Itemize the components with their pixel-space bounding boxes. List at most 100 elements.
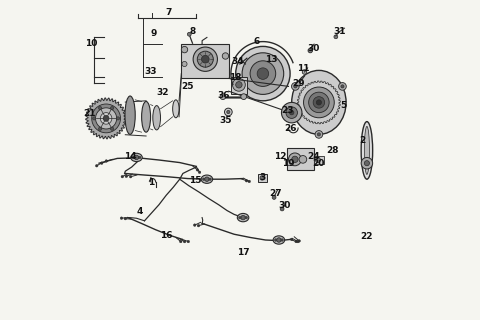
Circle shape: [290, 238, 292, 241]
Circle shape: [100, 162, 103, 164]
Text: 35: 35: [219, 116, 231, 125]
Text: 34: 34: [230, 57, 243, 66]
Circle shape: [224, 108, 232, 116]
Circle shape: [272, 196, 276, 199]
Circle shape: [232, 78, 245, 91]
Bar: [313, 156, 323, 164]
Circle shape: [96, 108, 117, 129]
Circle shape: [280, 239, 283, 241]
Circle shape: [291, 156, 298, 163]
Circle shape: [248, 180, 250, 183]
Text: 25: 25: [180, 82, 193, 91]
Circle shape: [294, 240, 297, 243]
Text: 32: 32: [156, 88, 169, 97]
Circle shape: [124, 217, 126, 220]
Circle shape: [315, 157, 320, 163]
Polygon shape: [85, 98, 126, 139]
Text: 9: 9: [151, 29, 157, 38]
Circle shape: [260, 176, 264, 180]
Circle shape: [314, 131, 322, 138]
Text: 3: 3: [259, 173, 265, 182]
Circle shape: [197, 51, 213, 67]
Circle shape: [193, 47, 217, 71]
Circle shape: [198, 171, 201, 173]
Bar: [230, 77, 246, 94]
Circle shape: [245, 180, 247, 182]
Bar: [181, 44, 228, 78]
Text: 26: 26: [284, 124, 296, 133]
Text: 6: 6: [253, 37, 259, 46]
Circle shape: [244, 216, 247, 219]
Text: 19: 19: [282, 159, 294, 168]
Circle shape: [299, 156, 306, 163]
Text: 31: 31: [333, 28, 345, 36]
Circle shape: [295, 82, 300, 86]
Circle shape: [363, 161, 369, 166]
Circle shape: [276, 238, 280, 242]
Ellipse shape: [172, 100, 179, 118]
Text: 16: 16: [160, 231, 172, 240]
Circle shape: [340, 85, 343, 88]
Ellipse shape: [141, 101, 150, 132]
Ellipse shape: [360, 122, 372, 179]
Circle shape: [285, 107, 297, 118]
Ellipse shape: [363, 126, 369, 174]
Text: 29: 29: [291, 79, 304, 88]
Circle shape: [129, 175, 132, 178]
Circle shape: [226, 110, 229, 114]
Circle shape: [193, 224, 195, 226]
Circle shape: [110, 127, 113, 130]
Text: 23: 23: [281, 106, 293, 115]
Circle shape: [240, 215, 245, 220]
Circle shape: [138, 156, 141, 159]
Polygon shape: [297, 81, 340, 124]
Circle shape: [95, 164, 98, 167]
Circle shape: [187, 32, 191, 36]
Circle shape: [301, 70, 306, 74]
Text: 17: 17: [237, 248, 250, 257]
Text: 21: 21: [83, 109, 96, 118]
Circle shape: [293, 85, 296, 88]
Circle shape: [204, 177, 209, 181]
Circle shape: [279, 207, 283, 211]
Circle shape: [257, 68, 268, 79]
Text: 1: 1: [147, 178, 154, 187]
Circle shape: [125, 175, 127, 178]
Text: 10: 10: [84, 39, 97, 48]
Text: 7: 7: [165, 8, 171, 17]
Circle shape: [120, 217, 122, 220]
Circle shape: [360, 157, 372, 169]
Ellipse shape: [273, 236, 284, 244]
Circle shape: [197, 224, 199, 227]
Circle shape: [238, 216, 240, 219]
Ellipse shape: [291, 70, 346, 134]
Text: 2: 2: [358, 136, 364, 145]
Bar: [286, 148, 313, 170]
Text: 12: 12: [274, 152, 286, 161]
Text: 33: 33: [144, 68, 156, 76]
Ellipse shape: [153, 106, 160, 130]
Circle shape: [93, 117, 96, 120]
Text: 8: 8: [189, 28, 195, 36]
Circle shape: [179, 240, 181, 243]
Circle shape: [296, 240, 299, 243]
Text: 20: 20: [312, 159, 324, 168]
Circle shape: [317, 133, 320, 136]
Text: 5: 5: [339, 101, 345, 110]
Text: 36: 36: [217, 92, 229, 100]
Circle shape: [134, 155, 138, 160]
Circle shape: [338, 83, 346, 90]
Circle shape: [100, 113, 112, 124]
Circle shape: [274, 239, 276, 241]
Circle shape: [297, 240, 300, 242]
Circle shape: [183, 240, 185, 243]
Circle shape: [235, 82, 241, 88]
Circle shape: [201, 55, 209, 63]
Circle shape: [333, 35, 337, 39]
Text: 30: 30: [307, 44, 319, 53]
Circle shape: [132, 156, 134, 159]
Text: 28: 28: [325, 146, 338, 155]
Text: 11: 11: [296, 64, 309, 73]
Ellipse shape: [131, 153, 142, 162]
Circle shape: [116, 117, 120, 120]
